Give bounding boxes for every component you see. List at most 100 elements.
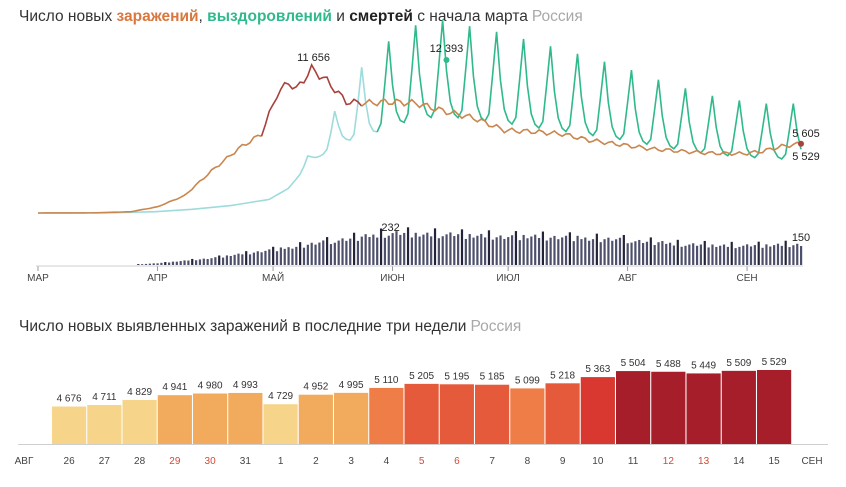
deaths-bar bbox=[603, 239, 606, 265]
deaths-bar bbox=[306, 244, 309, 265]
deaths-bar bbox=[468, 234, 471, 265]
day-label: 28 bbox=[134, 456, 146, 467]
deaths-bar bbox=[218, 255, 221, 265]
infection-bar bbox=[439, 384, 474, 444]
infection-bar bbox=[651, 371, 686, 444]
deaths-bar bbox=[379, 228, 383, 265]
deaths-bar bbox=[418, 236, 421, 265]
deaths-bar bbox=[711, 244, 714, 265]
deaths-bar bbox=[753, 245, 756, 265]
deaths-bar bbox=[225, 255, 229, 265]
bar-value-label: 5 509 bbox=[726, 358, 751, 369]
day-label: 2 bbox=[313, 456, 319, 467]
infections-peak-label: 11 656 bbox=[297, 52, 330, 64]
deaths-bar bbox=[148, 263, 151, 265]
deaths-bar bbox=[719, 245, 722, 265]
deaths-bar bbox=[734, 248, 737, 265]
deaths-bar bbox=[630, 242, 633, 265]
bar-value-label: 5 529 bbox=[762, 357, 787, 368]
deaths-bar bbox=[572, 241, 575, 265]
infections-end-label: 5 605 bbox=[792, 128, 820, 140]
deaths-bar bbox=[302, 247, 306, 265]
deaths-bar bbox=[183, 260, 186, 265]
deaths-bar bbox=[553, 235, 556, 265]
recoveries-word: выздоровлений bbox=[207, 8, 332, 25]
deaths-bar bbox=[141, 264, 144, 265]
month-tick-label: МАР bbox=[27, 273, 49, 284]
deaths-bar bbox=[387, 235, 390, 265]
deaths-bar bbox=[780, 245, 783, 265]
recoveries-peak-label: 12 393 bbox=[430, 43, 464, 55]
deaths-bar bbox=[156, 263, 159, 265]
day-label: 6 bbox=[454, 456, 460, 467]
infection-bar bbox=[686, 373, 721, 444]
bar-value-label: 4 941 bbox=[162, 382, 187, 393]
deaths-bar bbox=[352, 232, 356, 265]
deaths-bar bbox=[584, 237, 587, 265]
deaths-bar bbox=[487, 230, 491, 265]
deaths-bar bbox=[784, 240, 787, 265]
day-label: 8 bbox=[525, 456, 531, 467]
deaths-bar bbox=[314, 244, 317, 265]
day-label: 14 bbox=[733, 456, 745, 467]
infection-bar bbox=[475, 384, 510, 444]
deaths-bar bbox=[326, 237, 329, 265]
deaths-bar bbox=[499, 235, 502, 265]
deaths-bar bbox=[765, 244, 768, 265]
deaths-bar bbox=[561, 237, 564, 265]
deaths-bar bbox=[248, 254, 252, 265]
recoveries-end-label: 5 529 bbox=[792, 151, 820, 163]
bar-value-label: 5 449 bbox=[691, 360, 716, 371]
deaths-bar bbox=[518, 240, 521, 265]
bar-value-label: 5 218 bbox=[550, 370, 575, 381]
bar-value-label: 5 504 bbox=[621, 358, 646, 369]
deaths-bar bbox=[237, 253, 240, 265]
day-label: 30 bbox=[205, 456, 217, 467]
deaths-bar bbox=[260, 252, 263, 265]
deaths-bar bbox=[541, 231, 545, 265]
deaths-bar bbox=[715, 246, 718, 265]
infection-bar bbox=[369, 387, 404, 444]
deaths-bar bbox=[437, 238, 440, 265]
deaths-bar bbox=[403, 232, 406, 265]
deaths-bar bbox=[576, 235, 579, 265]
deaths-bar bbox=[611, 240, 614, 265]
deaths-bar bbox=[368, 237, 371, 265]
deaths-bar bbox=[233, 254, 236, 265]
deaths-bar bbox=[349, 238, 352, 265]
deaths-bar bbox=[595, 233, 598, 265]
chart1-title: Число новых заражений, выздоровлений и с… bbox=[19, 8, 583, 25]
deaths-bar bbox=[329, 244, 333, 265]
deaths-bar bbox=[638, 239, 641, 265]
month-tick-label: СЕН bbox=[736, 273, 757, 284]
deaths-bar bbox=[645, 241, 649, 265]
deaths-bar bbox=[221, 257, 225, 265]
bar-value-label: 5 363 bbox=[585, 364, 610, 375]
deaths-bar bbox=[187, 260, 190, 265]
deaths-bar bbox=[730, 241, 733, 265]
deaths-bar bbox=[414, 232, 417, 265]
deaths-bar bbox=[333, 242, 336, 265]
deaths-end-label: 150 bbox=[792, 232, 810, 244]
deaths-bar bbox=[360, 236, 363, 265]
deaths-bar bbox=[773, 245, 776, 265]
deaths-bar bbox=[622, 235, 625, 265]
day-label: 15 bbox=[769, 456, 781, 467]
infection-bar bbox=[757, 370, 792, 444]
deaths-bar bbox=[299, 242, 302, 265]
deaths-bar bbox=[568, 232, 571, 265]
month-tick-label: ИЮЛ bbox=[496, 273, 519, 284]
deaths-bar bbox=[588, 240, 591, 265]
infections-word: заражений bbox=[116, 8, 199, 25]
bar-value-label: 4 829 bbox=[127, 387, 152, 398]
deaths-bar bbox=[252, 252, 255, 265]
deaths-bar bbox=[626, 243, 629, 265]
deaths-bar bbox=[318, 242, 321, 265]
deaths-bar bbox=[564, 235, 568, 265]
deaths-bar bbox=[337, 240, 340, 265]
deaths-bar bbox=[607, 237, 610, 265]
deaths-bar bbox=[642, 243, 645, 265]
deaths-bar bbox=[776, 243, 780, 265]
deaths-bar bbox=[376, 237, 379, 265]
